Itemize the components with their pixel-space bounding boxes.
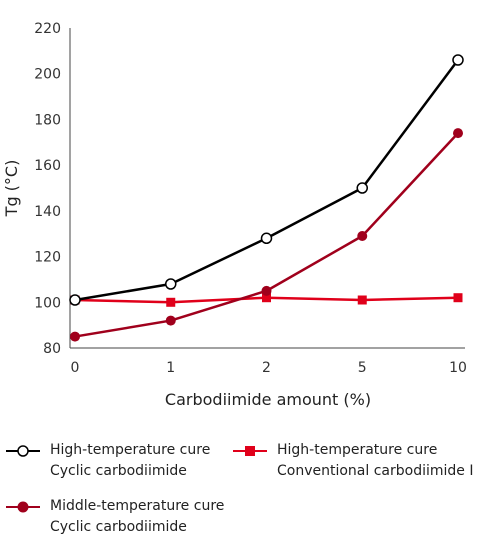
- legend-item-middle-cyclic: Middle-temperature cure Cyclic carbodiim…: [6, 496, 246, 540]
- data-point: [453, 128, 463, 139]
- y-tick-label: 220: [34, 21, 61, 37]
- legend-label-line1: High-temperature cure: [50, 442, 211, 458]
- data-point: [452, 54, 464, 66]
- x-axis-label: Carbodiimide amount (%): [165, 390, 371, 409]
- series-0: [69, 54, 464, 306]
- x-tick-label: 5: [358, 360, 367, 376]
- legend-item-high-conventional: High-temperature cure Conventional carbo…: [233, 440, 483, 484]
- x-tick-label: 0: [71, 360, 80, 376]
- data-point: [356, 182, 368, 194]
- open-circle-marker-icon: [6, 445, 40, 457]
- y-tick-label: 140: [34, 204, 61, 220]
- data-point: [261, 285, 272, 296]
- series-1: [70, 128, 463, 342]
- legend-label-line1: Middle-temperature cure: [50, 498, 225, 514]
- data-point: [453, 293, 463, 303]
- y-tick-label: 180: [34, 112, 61, 128]
- y-tick-labels: 80 100 120 140 160 180 200 220: [34, 21, 61, 357]
- x-tick-label: 1: [166, 360, 175, 376]
- y-tick-label: 80: [43, 341, 61, 357]
- legend-label-line2: Cyclic carbodiimide: [50, 519, 187, 535]
- tg-line-chart: 80 100 120 140 160 180 200 220 0 1 2 5 10 Tg (°C) C…: [2, 21, 467, 409]
- y-tick-label: 120: [34, 250, 61, 266]
- data-point: [262, 293, 271, 303]
- legend-label-line2: Conventional carbodiimide Ⅰ: [277, 463, 474, 479]
- legend-item-high-cyclic: High-temperature cure Cyclic carbodiimid…: [6, 440, 226, 484]
- legend-label-line1: High-temperature cure: [277, 442, 438, 458]
- data-point: [357, 295, 367, 305]
- y-tick-label: 160: [34, 158, 61, 174]
- data-point: [165, 315, 176, 326]
- square-marker-icon: [233, 446, 267, 456]
- data-point: [70, 331, 80, 342]
- series-line: [74, 59, 460, 302]
- data-point: [260, 232, 273, 245]
- axes: [69, 28, 465, 349]
- data-point: [165, 278, 177, 290]
- y-axis-label: Tg (°C): [2, 160, 21, 218]
- data-point: [166, 297, 176, 307]
- filled-circle-marker-icon: [6, 501, 40, 513]
- legend-label-line2: Cyclic carbodiimide: [50, 463, 187, 479]
- x-tick-labels: 0 1 2 5 10: [71, 360, 467, 376]
- y-tick-label: 200: [34, 67, 61, 83]
- x-tick-label: 10: [449, 360, 467, 376]
- x-tick-label: 2: [262, 360, 271, 376]
- series-group: [69, 54, 464, 342]
- data-point: [357, 231, 368, 241]
- data-point: [69, 294, 81, 306]
- y-tick-label: 100: [34, 295, 61, 311]
